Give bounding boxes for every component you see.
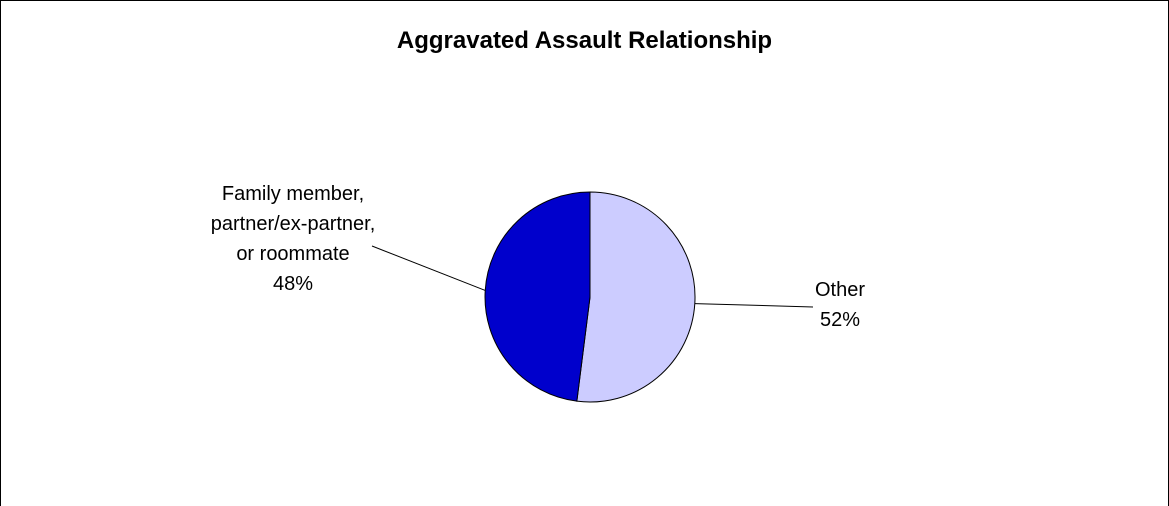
slice-label-0: Other 52% [815,279,865,331]
leader-line-0 [694,303,814,308]
slice-label-1-line-0: Family member, [222,183,364,205]
slice-label-0-line-1: 52% [820,309,860,331]
labels-layer: Other 52% Family member, partner/ex-partner… [211,183,866,331]
chart-title: Aggravated Assault Relationship [396,27,773,54]
slice-label-1: Family member, partner/ex-partner, or room… [211,183,376,295]
leader-lines-layer [371,245,814,308]
slice-label-0-line-0: Other [815,279,865,301]
slice-label-1-line-3: 48% [273,273,313,295]
pie-slice-0 [576,191,696,403]
slice-label-1-line-1: partner/ex-partner, [211,213,376,235]
slice-label-1-line-2: or roommate [236,243,349,265]
slices-layer [484,191,696,403]
leader-line-1 [371,245,486,291]
pie-slice-1 [484,191,591,402]
